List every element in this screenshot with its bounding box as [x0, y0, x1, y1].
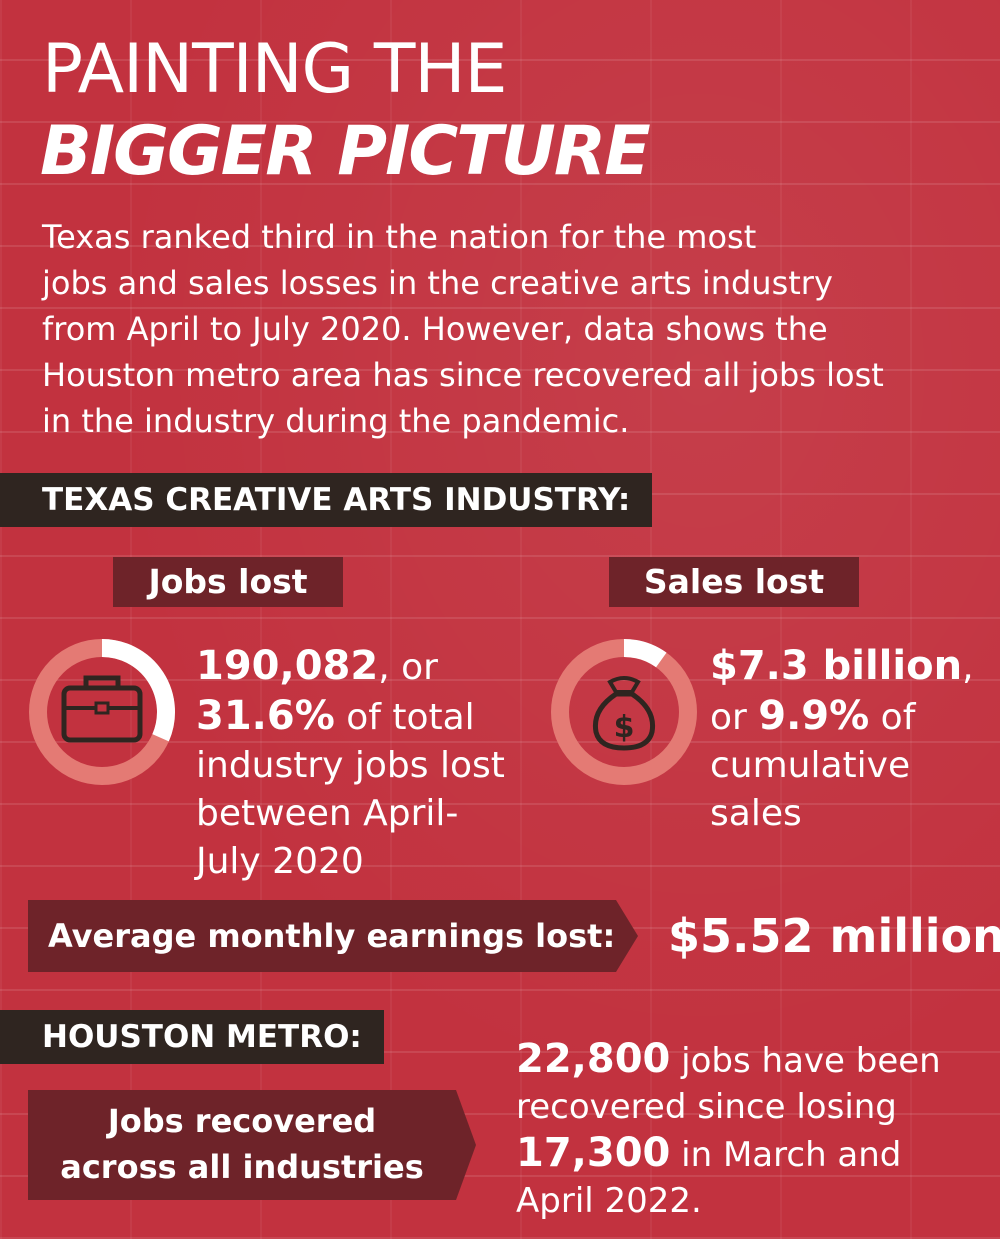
intro-line: Texas ranked third in the nation for the…: [42, 218, 757, 256]
briefcase-icon: [61, 675, 143, 743]
texas-heading: TEXAS CREATIVE ARTS INDUSTRY:: [0, 473, 653, 527]
recovered-label: Jobs recovered: [107, 1102, 377, 1140]
houston-stat-text: recovered since losing: [516, 1087, 897, 1127]
jobs-recovered-value: 22,800: [516, 1036, 671, 1082]
jobs-lost-text: between April-: [196, 793, 459, 834]
intro-line: in the industry during the pandemic.: [42, 402, 630, 440]
houston-stat-text: April 2022.: [516, 1181, 702, 1221]
sales-lost-of: of: [869, 697, 916, 738]
title-line-1: PAINTING THE: [42, 30, 507, 109]
jobs-lost-value: 190,082: [196, 643, 379, 689]
jobs-lost-of-total: of total: [334, 697, 475, 738]
intro-line: jobs and sales losses in the creative ar…: [42, 264, 833, 302]
intro-line: from April to July 2020. However, data s…: [42, 310, 828, 348]
intro-text: Texas ranked third in the nation for the…: [42, 214, 972, 444]
jobs-lost-text: July 2020: [196, 841, 364, 882]
earnings-label-box: Average monthly earnings lost:: [28, 900, 616, 972]
recovered-label-box: Jobs recovered across all industries: [28, 1090, 456, 1200]
sales-lost-percent: 9.9%: [758, 693, 870, 739]
houston-stat-text: jobs have been: [670, 1041, 941, 1081]
houston-heading: HOUSTON METRO:: [0, 1010, 384, 1064]
recovered-label: across all industries: [60, 1148, 424, 1186]
jobs-lost-or: , or: [378, 647, 438, 688]
earnings-label: Average monthly earnings lost:: [48, 917, 616, 955]
jobs-ring-fill: [101, 639, 175, 742]
money-bag-icon: $: [592, 676, 656, 751]
sales-lost-text: cumulative: [710, 745, 911, 786]
title-line-2: BIGGER PICTURE: [40, 112, 651, 191]
sales-lost-stat: $7.3 billion, or 9.9% of cumulative sale…: [710, 642, 974, 838]
earnings-value: $5.52 million: [668, 909, 1000, 963]
intro-line: Houston metro area has since recovered a…: [42, 356, 884, 394]
jobs-lost-houston-value: 17,300: [516, 1130, 671, 1176]
sales-lost-comma: ,: [962, 647, 974, 688]
houston-stat-text: in March and: [670, 1135, 902, 1175]
houston-stat: 22,800 jobs have been recovered since lo…: [516, 1036, 941, 1224]
sales-lost-ring: $: [551, 639, 697, 785]
jobs-lost-stat: 190,082, or 31.6% of total industry jobs…: [196, 642, 505, 886]
svg-text:$: $: [614, 710, 635, 745]
jobs-lost-label: Jobs lost: [113, 557, 343, 607]
jobs-lost-ring: [29, 639, 175, 785]
sales-lost-label: Sales lost: [609, 557, 859, 607]
sales-lost-or: or: [710, 697, 759, 738]
sales-lost-value: $7.3 billion: [710, 643, 963, 689]
earnings-arrow: [616, 900, 638, 972]
jobs-lost-text: industry jobs lost: [196, 745, 505, 786]
jobs-lost-percent: 31.6%: [196, 693, 335, 739]
recovered-arrow: [456, 1090, 476, 1200]
sales-lost-text: sales: [710, 793, 802, 834]
sales-ring-fill: [623, 639, 667, 668]
